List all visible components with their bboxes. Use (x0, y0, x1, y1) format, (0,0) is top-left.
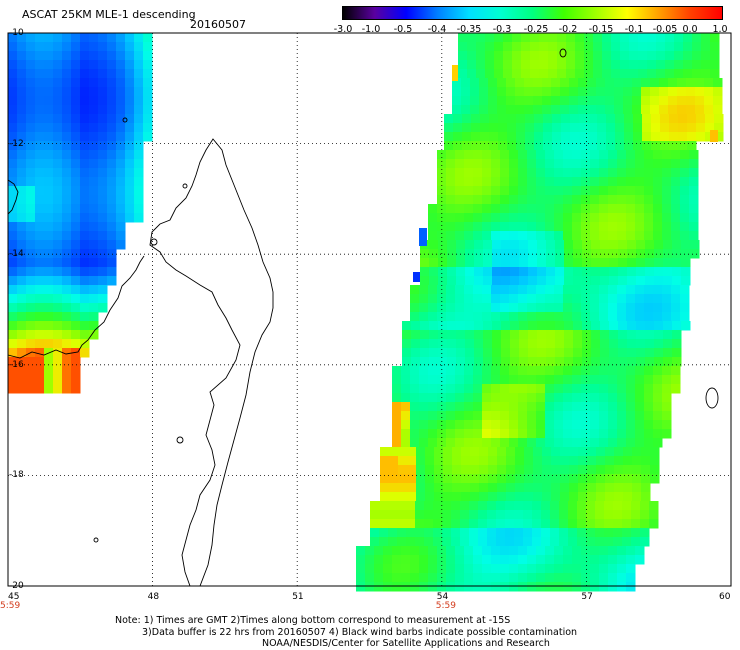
colorbar-label: -0.5 (393, 24, 413, 35)
lat-tick-label: -18 (9, 470, 24, 481)
lon-tick-label: 48 (147, 592, 160, 602)
island (176, 436, 184, 444)
island (150, 238, 158, 246)
time-label: 5:59 (0, 601, 21, 611)
island (559, 48, 567, 58)
colorbar-label: -0.2 (558, 24, 578, 35)
lon-tick-label: 51 (292, 592, 304, 602)
colorbar-label: -0.25 (523, 24, 549, 35)
colorbar-label: -0.1 (624, 24, 644, 35)
map-title: ASCAT 25KM MLE-1 descending (22, 8, 196, 21)
coastline (7, 48, 719, 587)
graticule (7, 32, 732, 587)
colorbar-label: 0.0 (682, 24, 698, 35)
mainland-coast (7, 179, 145, 359)
colorbar (342, 6, 723, 20)
lat-tick-label: -16 (9, 359, 24, 370)
colorbar-label: -3.0 (333, 24, 353, 35)
lon-tick-label: 54 (436, 592, 449, 602)
lon-tick-label: 60 (719, 592, 731, 602)
colorbar-label: -0.35 (456, 24, 482, 35)
lat-tick-label: -12 (9, 138, 24, 149)
colorbar-label: -0.3 (492, 24, 512, 35)
lat-tick-label: -20 (9, 581, 24, 591)
time-label: 5:59 (435, 601, 457, 611)
colorbar-label: 1.0 (712, 24, 728, 35)
lat-tick-label: -14 (9, 249, 24, 260)
note-line-3: NOAA/NESDIS/Center for Satellite Applica… (262, 638, 550, 649)
note-line-1: Note: 1) Times are GMT 2)Times along bot… (115, 615, 511, 626)
lon-tick-label: 45 (8, 592, 20, 602)
island (705, 387, 719, 409)
island (93, 537, 99, 543)
map-date: 20160507 (190, 18, 246, 31)
island (122, 117, 128, 123)
colorbar-label: -1.0 (361, 24, 381, 35)
island-outline (149, 138, 274, 587)
colorbar-label: -0.4 (427, 24, 447, 35)
note-line-2: 3)Data buffer is 22 hrs from 20160507 4)… (142, 627, 578, 638)
colorbar-labels: -3.0 -1.0 -0.5 -0.4 -0.35 -0.3 -0.25 -0.2 -0.15-… (0, 24, 740, 36)
colorbar-gradient (343, 7, 722, 19)
lon-tick-label: 57 (581, 592, 593, 602)
wind-field (8, 33, 724, 592)
colorbar-label: -0.05 (652, 24, 678, 35)
island (182, 183, 188, 189)
colorbar-label: -0.15 (588, 24, 614, 35)
lat-tick-label: -10 (9, 28, 24, 38)
